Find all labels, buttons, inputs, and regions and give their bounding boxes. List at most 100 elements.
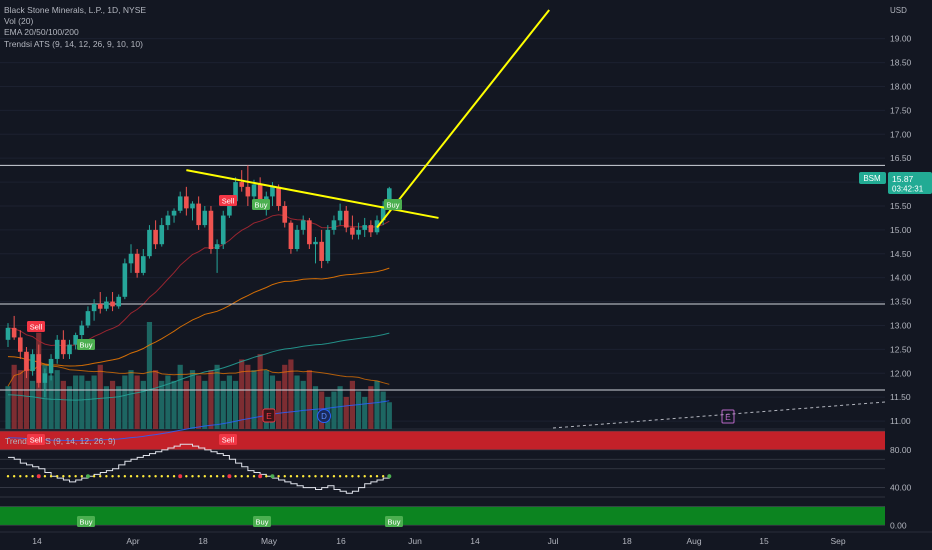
candle-body [343, 210, 349, 228]
volume-bar [128, 370, 134, 429]
candle-body [245, 186, 251, 197]
horizontal-levels[interactable] [0, 164, 886, 429]
signal-dot [209, 475, 213, 478]
volume-bar [171, 380, 177, 429]
volume-bar [109, 380, 116, 429]
signal-dot [74, 475, 77, 478]
legend-trendsi[interactable]: Trendsi ATS (9, 14, 12, 26, 9, 10, 10) [4, 38, 143, 49]
signal-dot [178, 474, 183, 479]
volume-bar [23, 354, 30, 429]
signal-dot [117, 475, 120, 478]
volume-bar [189, 370, 196, 429]
volume-bar [196, 375, 202, 429]
volume-bar [288, 359, 294, 429]
candles [5, 165, 392, 398]
signal-dot [387, 474, 392, 479]
candle-body [362, 225, 367, 230]
candle-body [91, 303, 97, 312]
legend-ema[interactable]: EMA 20/50/100/200 [4, 27, 79, 38]
volume-bar [202, 380, 208, 429]
trendlines[interactable] [186, 9, 550, 229]
volume-bar [134, 375, 140, 429]
volume-bar [269, 375, 276, 429]
signal-dot [19, 475, 22, 478]
signal-dot [142, 475, 145, 478]
signal-dot [283, 475, 286, 478]
volume-bar [60, 380, 66, 429]
grid [0, 38, 932, 430]
price-tick-label: 17.00 [890, 129, 912, 139]
price-badge-bg [888, 172, 932, 194]
oscillator-sell-signal: Sell [30, 435, 43, 444]
signal-dot [357, 475, 360, 478]
oscillator-buy-signal: Buy [388, 517, 401, 526]
signal-dot [326, 475, 329, 478]
time-tick-label: May [261, 536, 278, 546]
candle-body [331, 220, 337, 230]
oscillator-tick-label: 40.00 [890, 483, 912, 493]
time-axis[interactable]: 14 Apr 18 May 16 Jun 14 Jul 18 Aug 15 Sep [0, 531, 932, 546]
candle-body [165, 215, 171, 226]
signal-dot [240, 475, 243, 478]
volume-bar [374, 380, 380, 429]
price-tick-label: 14.50 [890, 249, 912, 259]
candle-body [257, 184, 263, 204]
price-tick-label: 12.50 [890, 344, 912, 354]
price-tick-label: 12.00 [890, 368, 912, 378]
oscillator-zones [0, 430, 885, 526]
signal-dot [246, 475, 250, 478]
price-tick-label: 13.50 [890, 297, 912, 307]
legend-volume[interactable]: Vol (20) [4, 16, 34, 27]
candle-body [202, 210, 208, 226]
volume-bar [146, 322, 153, 429]
volume-bar [48, 375, 54, 429]
candle-body [288, 222, 294, 249]
candle-body [196, 203, 201, 226]
oscillator-buy-signal-bg [253, 516, 271, 527]
volume-bar [257, 354, 263, 429]
signal-dot [25, 475, 28, 478]
time-tick-label: Sep [830, 536, 845, 546]
price-tick-label: 15.00 [890, 225, 912, 235]
candle-body [73, 335, 78, 345]
signal-dot [375, 475, 379, 478]
symbol-tag-bg [859, 172, 886, 184]
candle-body [67, 344, 72, 355]
oscillator-tick-label: 0.00 [890, 520, 907, 530]
signal-dot [6, 475, 10, 478]
volume-bar [116, 386, 122, 429]
signal-labels: Sell Sell Buy Buy Buy Sell Sell Buy Buy Buy [27, 195, 403, 527]
candle-body [307, 220, 312, 245]
future-earnings-marker-label: E [725, 412, 731, 422]
earnings-marker [262, 408, 276, 423]
candle-body [276, 186, 281, 206]
signal-dot [351, 475, 354, 478]
price-tick-label: 13.00 [890, 320, 912, 330]
oscillator-tick-label: 80.00 [890, 445, 912, 455]
signal-dot [295, 475, 299, 478]
candle-body [214, 244, 220, 249]
price-tick-label: 19.00 [890, 34, 912, 44]
price-tick-label: 11.50 [890, 392, 911, 402]
dividend-marker-label: D [321, 412, 327, 421]
volume-bar [282, 364, 288, 429]
signal-dot [222, 475, 225, 478]
ema-50-line [7, 267, 390, 367]
ema-200-line [7, 400, 390, 442]
volume-bar [312, 386, 319, 429]
buy-signal: Buy [387, 200, 400, 209]
buy-signal-bg [252, 199, 270, 210]
signal-dot [314, 475, 317, 478]
signal-dot [154, 475, 157, 478]
volume-bar [214, 364, 220, 429]
candle-body [270, 186, 275, 197]
signal-dot [43, 475, 47, 478]
time-tick-label: 14 [32, 536, 42, 546]
price-axis[interactable]: USD19.0018.5018.0017.5017.0016.5016.0015… [859, 0, 932, 550]
volume-bar [220, 380, 226, 429]
bar-countdown-label: 03:42:31 [892, 185, 924, 194]
legend-title[interactable]: Black Stone Minerals, L.P., 1D, NYSE [4, 5, 147, 15]
oscillator-line [8, 443, 390, 494]
